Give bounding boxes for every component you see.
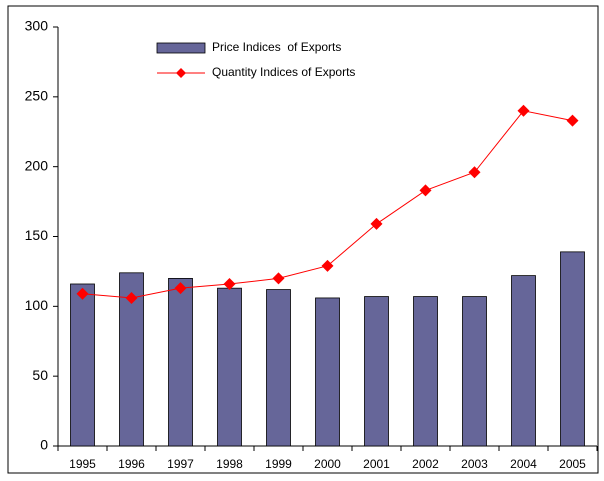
- marker: [76, 287, 89, 300]
- bar: [217, 287, 242, 447]
- marker: [174, 282, 187, 295]
- bar: [168, 277, 193, 447]
- bar: [315, 297, 340, 447]
- y-tick-label: 0: [40, 437, 48, 453]
- y-tick-label: 200: [25, 157, 49, 173]
- x-tick-label: 1997: [167, 457, 194, 471]
- bar: [266, 289, 291, 447]
- x-tick-label: 2002: [412, 457, 439, 471]
- x-tick-label: 1999: [265, 457, 292, 471]
- bar: [511, 275, 536, 447]
- bar: [560, 251, 585, 447]
- marker: [321, 259, 334, 272]
- marker: [419, 184, 432, 197]
- marker: [272, 272, 285, 285]
- legend-marker: [176, 68, 186, 78]
- x-tick-label: 2004: [510, 457, 537, 471]
- bar: [364, 296, 389, 447]
- x-tick-label: 2005: [559, 457, 586, 471]
- marker: [517, 104, 530, 117]
- y-tick-label: 150: [25, 227, 49, 243]
- x-tick-label: 1995: [69, 457, 96, 471]
- chart-frame: [7, 5, 599, 474]
- x-tick-label: 2000: [314, 457, 341, 471]
- marker: [125, 291, 138, 304]
- bar: [462, 296, 487, 447]
- marker: [370, 217, 383, 230]
- x-tick-label: 1996: [118, 457, 145, 471]
- legend-swatch: [156, 42, 206, 54]
- bar: [413, 296, 438, 447]
- y-tick-label: 50: [32, 367, 48, 383]
- bar: [70, 283, 95, 447]
- marker: [223, 277, 236, 290]
- x-tick-label: 2001: [363, 457, 390, 471]
- x-tick-label: 1998: [216, 457, 243, 471]
- y-tick-label: 250: [25, 88, 49, 104]
- y-tick-label: 300: [25, 18, 49, 34]
- legend-label: Quantity Indices of Exports: [212, 65, 355, 79]
- marker: [468, 166, 481, 179]
- y-tick-label: 100: [25, 297, 49, 313]
- x-tick-label: 2003: [461, 457, 488, 471]
- marker: [566, 114, 579, 127]
- legend-label: Price Indices of Exports: [212, 40, 341, 54]
